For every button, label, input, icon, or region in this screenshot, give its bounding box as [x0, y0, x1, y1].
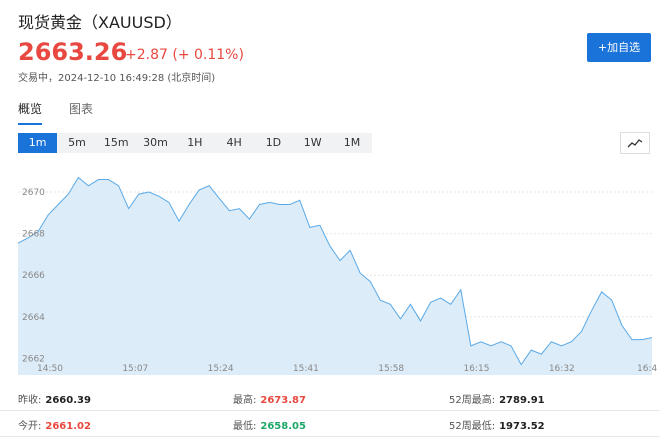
stat: 52周最高: 2789.91: [449, 391, 545, 406]
stat-value: 2658.05: [260, 421, 306, 432]
x-tick-label: 15:07: [122, 364, 148, 374]
stat-value: 1973.52: [499, 421, 545, 432]
range-button[interactable]: 15m: [103, 136, 129, 149]
stat-label: 52周最高:: [449, 395, 496, 406]
change: +2.87 (+ 0.11%): [125, 47, 244, 63]
y-tick-label: 2670: [22, 188, 45, 198]
stat: 52周最低: 1973.52: [449, 417, 545, 432]
add-watchlist-button[interactable]: +加自选: [587, 33, 651, 62]
x-tick-label: 15:24: [208, 364, 234, 374]
x-tick-label: 16:32: [549, 364, 575, 374]
chart: 2662 2664 2666 2668 2670 14:50 15:07 15:24 15:41…: [17, 176, 657, 375]
stat: 昨收: 2660.39: [18, 391, 91, 406]
range-button[interactable]: 4H: [226, 136, 242, 149]
range-button[interactable]: 5m: [68, 136, 86, 149]
tab[interactable]: 概览: [18, 100, 43, 125]
y-tick-label: 2668: [22, 230, 45, 240]
range-bar: 1m 5m 15m 30m 1H 4H 1D 1W 1M: [18, 133, 372, 153]
stat-label: 今开:: [18, 421, 42, 432]
y-tick-label: 2666: [22, 271, 45, 281]
title: 现货黄金（XAUUSD）: [18, 13, 182, 32]
range-button[interactable]: 1W: [303, 136, 322, 149]
stat-label: 52周最低:: [449, 421, 496, 432]
stats-row: 昨收: 2660.39 最高: 2673.87 52周最高: 2789.91: [0, 384, 660, 411]
y-tick-label: 2662: [22, 354, 45, 364]
status: 交易中，2024-12-10 16:49:28 (北京时间): [18, 73, 216, 84]
x-tick-label: 16:15: [464, 364, 490, 374]
range-button[interactable]: 30m: [143, 136, 168, 149]
price: 2663.26: [18, 38, 128, 66]
stats-row: 今开: 2661.02 最低: 2658.05 52周最低: 1973.52: [0, 410, 660, 437]
y-tick-label: 2664: [22, 313, 45, 323]
line: [17, 176, 653, 366]
range-button[interactable]: 1H: [187, 136, 203, 149]
range-button[interactable]: 1D: [265, 136, 282, 149]
range-button[interactable]: 1M: [343, 136, 361, 149]
stat-value: 2660.39: [45, 395, 91, 406]
area: [18, 177, 652, 375]
x-tick-label: 14:50: [37, 364, 63, 374]
stat-value: 2673.87: [260, 395, 306, 406]
x-tick-label: 15:58: [378, 364, 404, 374]
stat-value: 2661.02: [45, 421, 91, 432]
tab[interactable]: 图表: [69, 102, 94, 116]
stat-label: 昨收:: [18, 395, 42, 406]
stat: 最低: 2658.05: [233, 417, 306, 432]
stat-label: 最高:: [233, 395, 257, 406]
stat-label: 最低:: [233, 421, 257, 432]
x-tick-label: 15:41: [293, 364, 319, 374]
range-button[interactable]: 1m: [18, 133, 58, 153]
x-tick-label: 16:4: [637, 364, 657, 374]
stat-value: 2789.91: [499, 395, 545, 406]
chart-style-button[interactable]: [620, 132, 650, 154]
stat: 今开: 2661.02: [18, 417, 91, 432]
stat: 最高: 2673.87: [233, 391, 306, 406]
icon: [627, 139, 643, 148]
